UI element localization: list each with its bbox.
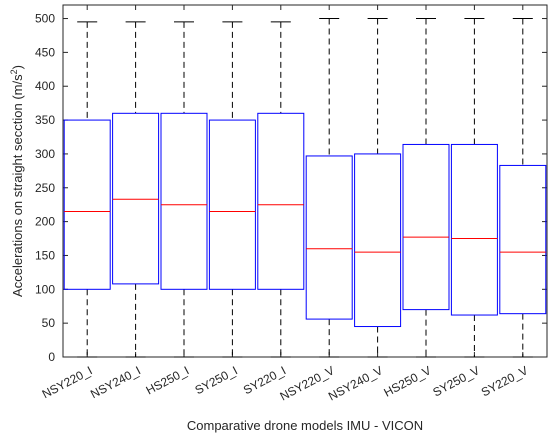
x-tick-label: NSY220_I bbox=[40, 363, 95, 401]
iqr-box bbox=[305, 155, 353, 320]
y-tick-label: 300 bbox=[35, 147, 55, 161]
box-SY250_V bbox=[450, 18, 498, 358]
box-HS250_V bbox=[402, 18, 450, 358]
x-axis-title: Comparative drone models IMU - VICON bbox=[187, 418, 423, 433]
y-tick-label: 400 bbox=[35, 79, 55, 93]
x-tick-label: SY220_V bbox=[479, 363, 530, 399]
x-tick-label: NSY220_V bbox=[278, 363, 337, 403]
iqr-box bbox=[63, 119, 111, 290]
y-tick-label: 0 bbox=[48, 350, 55, 364]
y-tick-label: 50 bbox=[42, 316, 56, 330]
iqr-box bbox=[208, 119, 256, 290]
box-SY220_V bbox=[499, 18, 547, 358]
x-tick-label: NSY240_I bbox=[88, 363, 143, 401]
y-tick-label: 100 bbox=[35, 282, 55, 296]
box-NSY240_V bbox=[354, 18, 402, 358]
iqr-box bbox=[450, 143, 498, 316]
box-NSY220_V bbox=[305, 18, 353, 358]
y-tick-label: 200 bbox=[35, 215, 55, 229]
plot-area bbox=[62, 4, 548, 358]
box-NSY240_I bbox=[112, 21, 160, 358]
x-tick-label: HS250_I bbox=[144, 363, 192, 397]
iqr-box bbox=[112, 112, 160, 285]
iqr-box bbox=[354, 153, 402, 328]
box-HS250_I bbox=[160, 21, 208, 358]
box-series bbox=[63, 18, 547, 358]
y-tick-label: 500 bbox=[35, 12, 55, 26]
y-tick-label: 150 bbox=[35, 248, 55, 262]
y-tick-label: 250 bbox=[35, 181, 55, 195]
iqr-box bbox=[160, 112, 208, 290]
box-NSY220_I bbox=[63, 21, 111, 358]
y-axis-ticks: 0 50 100 150 200 250 300 350 400 450 500 bbox=[35, 12, 547, 364]
y-axis-title: Accelerations on straight secction (m/s2… bbox=[9, 65, 25, 297]
iqr-box bbox=[257, 112, 305, 290]
y-tick-label: 450 bbox=[35, 45, 55, 59]
box-SY250_I bbox=[208, 21, 256, 358]
x-tick-label: SY250_V bbox=[430, 363, 481, 399]
x-tick-label: HS250_V bbox=[381, 363, 433, 399]
iqr-box bbox=[402, 143, 450, 311]
x-tick-label: NSY240_V bbox=[326, 363, 385, 403]
iqr-box bbox=[499, 164, 547, 315]
y-tick-label: 350 bbox=[35, 113, 55, 127]
box-SY220_I bbox=[257, 21, 305, 358]
x-tick-label: SY250_I bbox=[193, 363, 240, 397]
